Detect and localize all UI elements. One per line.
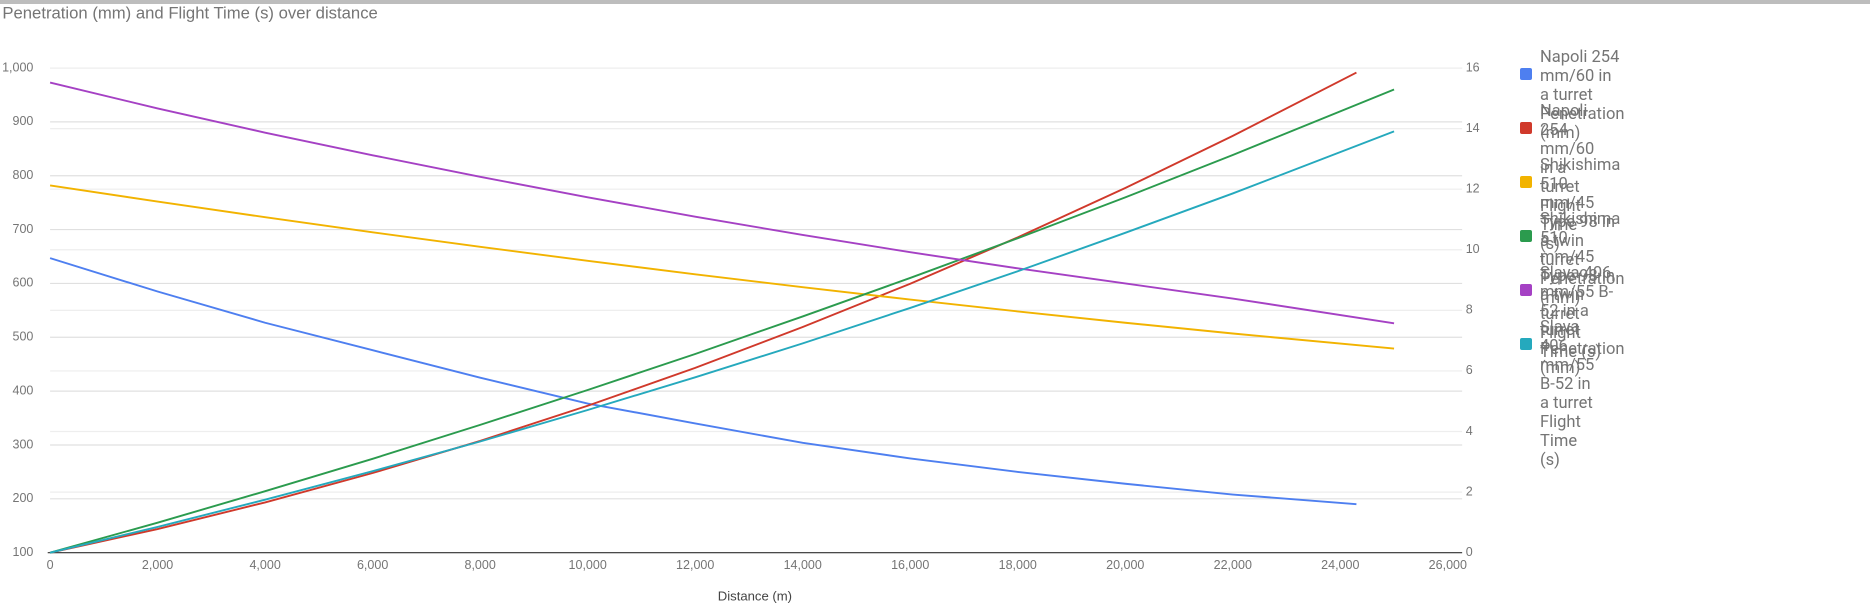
y2-tick-label: 14 <box>1466 121 1480 135</box>
y-tick-label: 100 <box>13 545 34 559</box>
x-tick-label: 6,000 <box>357 558 388 572</box>
y-tick-label: 600 <box>13 276 34 290</box>
x-tick-label: 18,000 <box>999 558 1037 572</box>
y-tick-label: 200 <box>13 491 34 505</box>
x-tick-label: 20,000 <box>1106 558 1144 572</box>
x-tick-label: 22,000 <box>1214 558 1252 572</box>
series-line <box>49 257 1357 506</box>
x-tick-label: 26,000 <box>1429 558 1467 572</box>
series-line <box>49 130 1395 554</box>
y2-tick-label: 6 <box>1466 363 1473 377</box>
y-tick-label: 1,000 <box>2 60 33 74</box>
legend-label: Napoli 254 mm/60 in a turret Flight Time… <box>1540 102 1595 254</box>
y2-tick-label: 0 <box>1466 545 1473 559</box>
legend-label: Shikishima 510 mm/45 Type 98 in a twin t… <box>1540 210 1621 362</box>
y-tick-label: 500 <box>13 330 34 344</box>
legend-label: Slava 406 mm/55 B-52 in a turret Flight … <box>1540 318 1595 470</box>
y2-tick-label: 2 <box>1466 484 1473 498</box>
top-bar <box>0 0 1870 4</box>
legend-swatch <box>1520 176 1532 188</box>
legend-swatch <box>1520 122 1532 134</box>
y-tick-label: 900 <box>13 114 34 128</box>
x-tick-label: 2,000 <box>142 558 173 572</box>
y2-tick-label: 16 <box>1466 60 1480 74</box>
legend-label: Slava 406 mm/55 B-52 in a turret Penetra… <box>1540 264 1625 378</box>
y2-tick-label: 10 <box>1466 242 1480 256</box>
x-tick-label: 16,000 <box>891 558 929 572</box>
y2-tick-label: 12 <box>1466 182 1480 196</box>
y-tick-label: 700 <box>13 222 34 236</box>
legend-swatch <box>1520 230 1532 242</box>
series-line <box>49 184 1395 350</box>
x-tick-label: 12,000 <box>676 558 714 572</box>
legend-label: Napoli 254 mm/60 in a turret Penetration… <box>1540 48 1625 143</box>
legend-swatch <box>1520 338 1532 350</box>
y-tick-label: 300 <box>13 437 34 451</box>
legend-label: Shikishima 510 mm/45 Type 98 in a twin t… <box>1540 156 1625 308</box>
x-tick-label: 8,000 <box>465 558 496 572</box>
x-tick-label: 10,000 <box>569 558 607 572</box>
legend-swatch <box>1520 284 1532 296</box>
series-line <box>49 71 1357 554</box>
series-line <box>49 81 1395 325</box>
series-line <box>49 88 1395 554</box>
x-tick-label: 14,000 <box>784 558 822 572</box>
y-tick-label: 400 <box>13 383 34 397</box>
chart-title: Penetration (mm) and Flight Time (s) ove… <box>2 4 377 23</box>
x-tick-label: 0 <box>47 558 54 572</box>
x-axis-title: Distance (m) <box>718 588 792 603</box>
legend-swatch <box>1520 68 1532 80</box>
y2-tick-label: 4 <box>1466 424 1473 438</box>
y2-tick-label: 8 <box>1466 303 1473 317</box>
y-tick-label: 800 <box>13 168 34 182</box>
x-tick-label: 24,000 <box>1321 558 1359 572</box>
x-tick-label: 4,000 <box>249 558 280 572</box>
